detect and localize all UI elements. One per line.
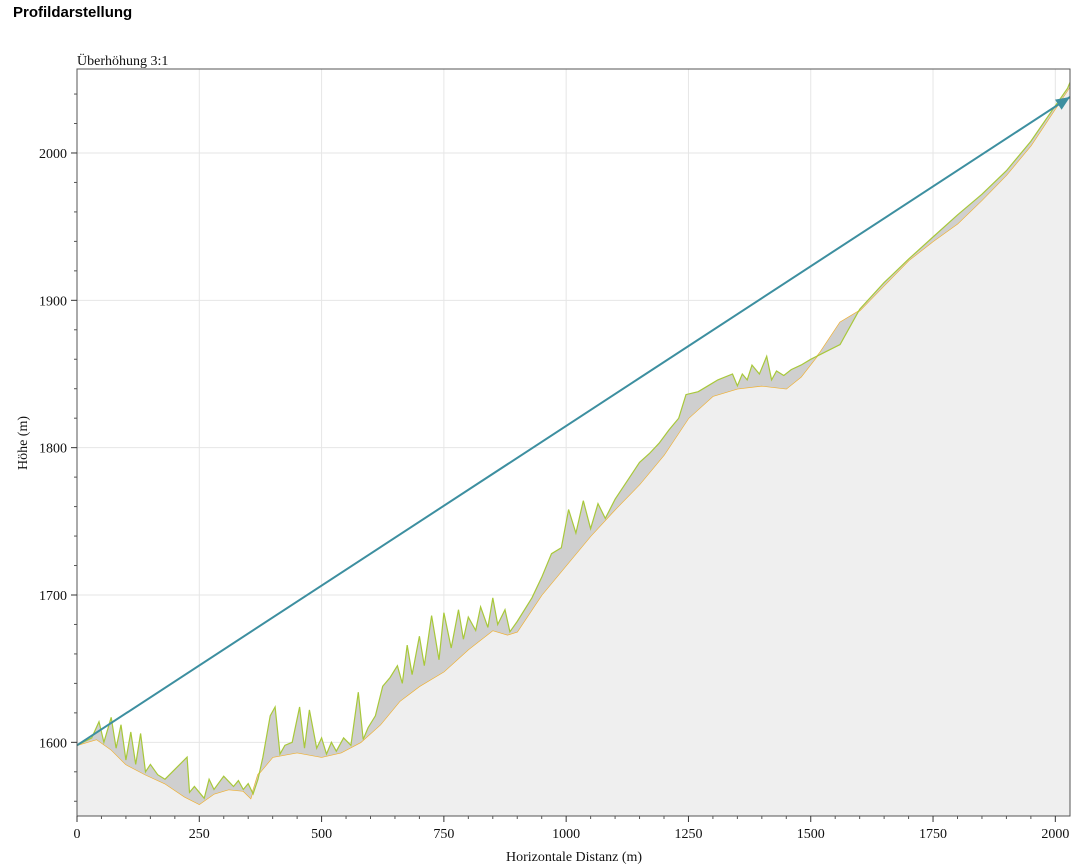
x-axis-title: Horizontale Distanz (m): [506, 850, 642, 865]
chart-subtitle: Überhöhung 3:1: [77, 52, 168, 69]
y-tick-label: 1900: [39, 294, 67, 309]
y-tick-label: 2000: [39, 147, 67, 162]
y-tick-label: 1700: [39, 589, 67, 604]
x-tick-label: 250: [189, 827, 210, 842]
x-tick-label: 750: [433, 827, 454, 842]
x-tick-label: 500: [311, 827, 332, 842]
terrain-layer: [76, 86, 1071, 816]
x-tick-label: 2000: [1041, 827, 1069, 842]
x-tick-label: 1750: [919, 827, 947, 842]
x-axis: 0 250 500 750 1000 1250 1500 1750 2000: [74, 816, 1069, 842]
page-title: Profildarstellung: [13, 4, 133, 21]
x-tick-label: 1000: [552, 827, 580, 842]
x-tick-label: 1500: [797, 827, 825, 842]
y-tick-label: 1600: [39, 736, 67, 751]
y-axis-title: Höhe (m): [16, 416, 31, 470]
surface-line: [76, 82, 1071, 800]
y-tick-label: 1800: [39, 442, 67, 457]
y-axis: 1600 1700 1800 1900 2000: [39, 93, 77, 802]
terrain-area: [77, 86, 1070, 816]
sightline-arrowhead: [1055, 97, 1070, 110]
sightline-layer: [76, 96, 1071, 747]
x-tick-label: 0: [74, 827, 81, 842]
surface-layer: [76, 82, 1071, 805]
plot-frame: [76, 68, 1071, 817]
sightline: [76, 96, 1071, 747]
x-tick-label: 1250: [674, 827, 702, 842]
